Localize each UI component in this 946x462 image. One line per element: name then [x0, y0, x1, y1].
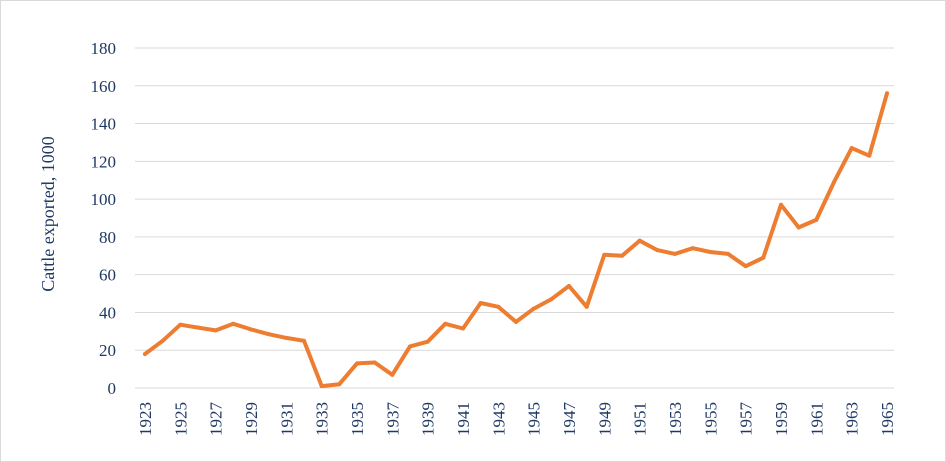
x-tick-label: 1953 — [666, 402, 685, 436]
x-tick-label: 1931 — [277, 402, 296, 436]
data-point — [567, 284, 571, 288]
series-layer — [143, 91, 889, 389]
y-tick-label: 100 — [91, 190, 117, 209]
x-tick-label: 1939 — [419, 402, 438, 436]
data-point — [284, 335, 289, 340]
x-tick-label: 1941 — [454, 402, 473, 436]
x-tick-label: 1933 — [313, 402, 332, 436]
data-point — [213, 328, 218, 333]
data-point — [743, 264, 748, 269]
data-point — [496, 304, 501, 309]
x-tick-label: 1965 — [878, 402, 897, 436]
data-point — [390, 372, 395, 377]
series-line — [143, 91, 889, 389]
data-point — [231, 321, 236, 326]
data-point — [885, 91, 889, 96]
data-point — [761, 255, 766, 260]
data-point — [655, 248, 660, 253]
x-tick-label: 1957 — [737, 402, 756, 437]
x-tick-label: 1951 — [631, 402, 650, 436]
data-point — [796, 225, 801, 230]
x-tick-label: 1927 — [207, 402, 226, 437]
x-tick-labels: 1923 1925 1927 1929 1931 1933 1935 1937 1939 1941… — [136, 402, 897, 437]
data-point — [266, 332, 271, 337]
x-tick-label: 1959 — [772, 402, 791, 436]
y-tick-label: 40 — [99, 303, 116, 322]
data-point — [302, 338, 306, 343]
x-tick-label: 1961 — [807, 402, 826, 436]
data-point — [690, 246, 695, 251]
y-tick-label: 60 — [99, 266, 116, 285]
data-point — [319, 384, 324, 389]
data-point — [832, 180, 836, 185]
data-point — [584, 304, 589, 309]
x-tick-label: 1935 — [348, 402, 367, 436]
y-tick-label: 0 — [108, 379, 117, 398]
data-point — [160, 338, 165, 343]
data-point — [549, 297, 554, 302]
data-point — [602, 252, 607, 257]
y-tick-label: 20 — [99, 341, 116, 360]
x-tick-label: 1925 — [171, 402, 190, 436]
data-point — [478, 301, 483, 305]
data-point — [779, 202, 783, 207]
x-tick-label: 1937 — [383, 402, 402, 437]
gridlines — [135, 47, 894, 389]
data-point — [814, 217, 819, 222]
data-point — [708, 250, 713, 254]
data-point — [355, 361, 359, 366]
x-tick-label: 1943 — [489, 402, 508, 436]
data-point — [337, 382, 342, 387]
data-point — [196, 325, 200, 330]
y-axis-title: Cattle exported, 1000 — [38, 136, 58, 291]
x-tick-label: 1963 — [843, 402, 862, 436]
data-point — [620, 253, 624, 258]
data-point — [531, 306, 536, 311]
data-point — [425, 339, 430, 344]
x-tick-label: 1949 — [595, 402, 614, 436]
data-point — [849, 146, 854, 151]
y-tick-label: 140 — [91, 115, 117, 134]
y-tick-label: 120 — [91, 152, 117, 171]
data-point — [143, 352, 147, 356]
y-tick-label: 160 — [91, 77, 117, 96]
y-tick-label: 80 — [99, 228, 116, 247]
data-point — [372, 360, 377, 365]
x-tick-label: 1955 — [701, 402, 720, 436]
x-tick-label: 1945 — [525, 402, 544, 436]
data-point — [443, 321, 448, 326]
y-tick-label: 180 — [91, 39, 117, 58]
data-point — [408, 344, 412, 349]
data-point — [178, 322, 183, 327]
data-point — [461, 326, 465, 331]
data-point — [673, 251, 677, 256]
y-tick-labels: 0 20 40 60 80 100 120 140 160 180 — [91, 39, 117, 398]
data-point — [514, 319, 518, 324]
x-tick-label: 1923 — [136, 402, 155, 436]
data-point — [637, 238, 642, 243]
x-tick-label: 1947 — [560, 402, 579, 437]
data-point — [867, 153, 872, 158]
x-tick-label: 1929 — [242, 402, 261, 436]
data-point — [726, 251, 730, 256]
data-point — [249, 327, 253, 332]
